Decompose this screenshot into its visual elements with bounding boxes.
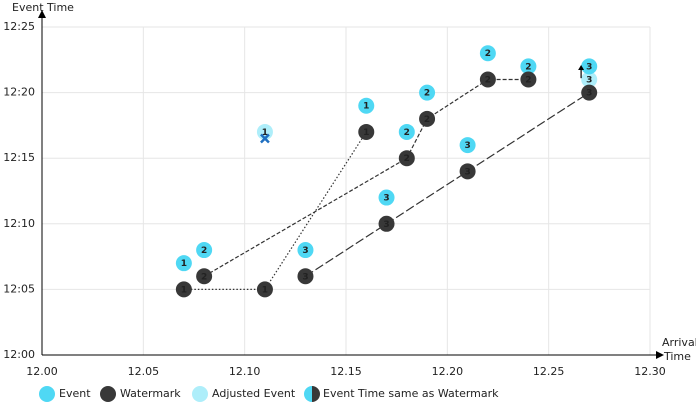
y-tick-label: 12:00: [3, 348, 35, 361]
point-label: 3: [383, 220, 389, 230]
point: [196, 268, 213, 285]
legend-label: Watermark: [120, 387, 181, 400]
point-label: 1: [262, 285, 268, 295]
point-label: 2: [424, 115, 430, 125]
point-label: 3: [586, 75, 592, 85]
point-label: 1: [363, 128, 369, 138]
x-axis-label: Arrival: [662, 336, 696, 349]
legend-swatch-right: [312, 386, 320, 402]
watermark-line: [305, 92, 590, 277]
point-label: 3: [586, 62, 592, 72]
point-label: 3: [464, 141, 470, 151]
x-tick-label: 12.30: [634, 365, 666, 378]
point-label: 1: [262, 128, 268, 138]
point: [581, 71, 598, 88]
point-label: 2: [525, 75, 531, 85]
point: [358, 97, 375, 114]
point: [581, 58, 598, 75]
point: [479, 71, 496, 88]
point: [581, 84, 598, 101]
y-tick-label: 12:15: [3, 151, 35, 164]
y-tick-label: 12:05: [3, 282, 35, 295]
x-tick-label: 12.00: [26, 365, 58, 378]
x-tick-label: 12.15: [330, 365, 362, 378]
point-label: 3: [464, 167, 470, 177]
point: [378, 189, 395, 206]
legend-swatch: [100, 386, 116, 402]
y-tick-label: 12:25: [3, 20, 35, 33]
x-axis-arrow: [656, 351, 664, 359]
point-label: 2: [485, 49, 491, 59]
x-tick-label: 12.20: [432, 365, 464, 378]
y-axis-label: Event Time: [12, 1, 74, 14]
y-tick-label: 12:10: [3, 217, 35, 230]
point-label: 3: [586, 89, 592, 99]
point: [256, 281, 273, 298]
point: [378, 215, 395, 232]
point-label: 3: [302, 272, 308, 282]
point-label: 2: [424, 89, 430, 99]
legend-swatch: [39, 386, 55, 402]
point-label: 2: [525, 62, 531, 72]
watermark-line: [183, 131, 367, 290]
x-tick-label: 12.05: [128, 365, 160, 378]
point: [520, 71, 537, 88]
point-label: 2: [201, 246, 207, 256]
point-label: 2: [404, 154, 410, 164]
point: [479, 45, 496, 62]
legend-label: Event Time same as Watermark: [323, 387, 499, 400]
legend-swatch: [192, 386, 208, 402]
y-tick-label: 12:20: [3, 86, 35, 99]
point: [419, 84, 436, 101]
point: [358, 123, 375, 140]
arrow-head: [578, 65, 585, 71]
y-axis-arrow: [38, 10, 46, 18]
point-label: 2: [485, 75, 491, 85]
point-label: 1: [181, 285, 187, 295]
point: [297, 242, 314, 259]
point-label: 1: [363, 102, 369, 112]
point: [196, 242, 213, 259]
point: [419, 110, 436, 127]
point-label: 2: [201, 272, 207, 282]
point: [459, 163, 476, 180]
point: [398, 150, 415, 167]
point: [297, 268, 314, 285]
point-label: 3: [383, 194, 389, 204]
x-axis-label: Time: [663, 350, 691, 363]
cross-marker: [260, 133, 270, 144]
point-label: 1: [181, 259, 187, 269]
point: [520, 58, 537, 75]
point-label: 3: [302, 246, 308, 256]
legend-label: Event: [59, 387, 91, 400]
legend-swatch-left: [304, 386, 312, 402]
point: [175, 281, 192, 298]
point: [398, 123, 415, 140]
x-tick-label: 12.10: [229, 365, 261, 378]
point-label: 2: [404, 128, 410, 138]
legend-label: Adjusted Event: [212, 387, 296, 400]
point: [175, 255, 192, 272]
point: [459, 137, 476, 154]
x-tick-label: 12.25: [533, 365, 565, 378]
